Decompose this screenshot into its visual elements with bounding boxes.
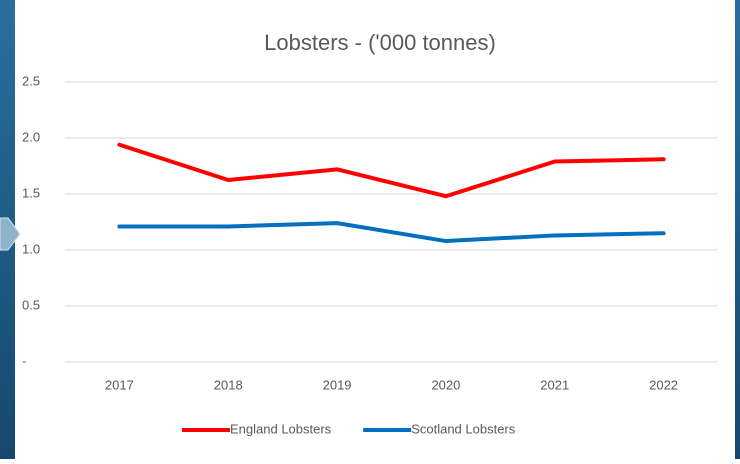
series-line [117,221,666,244]
series-line [117,142,666,199]
y-tick-label: 0.5 [22,297,40,312]
y-tick-label: 2.0 [22,129,40,144]
y-tick-label: - [22,353,26,368]
x-tick-label: 2021 [540,377,569,392]
x-tick-label: 2017 [105,377,134,392]
legend-label: Scotland Lobsters [411,421,516,436]
nav-arrow[interactable] [0,217,21,251]
x-tick-label: 2018 [214,377,243,392]
y-tick-label: 2.5 [22,73,40,88]
legend-label: England Lobsters [230,421,332,436]
x-tick-label: 2020 [431,377,460,392]
x-tick-label: 2019 [323,377,352,392]
x-tick-label: 2022 [649,377,678,392]
y-tick-label: 1.5 [22,185,40,200]
y-tick-label: 1.0 [22,241,40,256]
chart-title: Lobsters - ('000 tonnes) [264,30,496,55]
